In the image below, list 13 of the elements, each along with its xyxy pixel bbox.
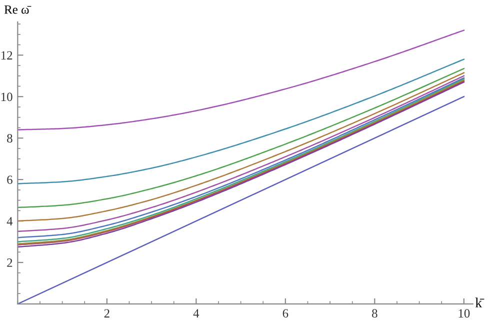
x-tick-label: 2 (104, 309, 110, 318)
x-tick-label: 6 (282, 309, 288, 318)
y-tick-label: 12 (1, 51, 12, 60)
y-tick-label: 8 (7, 134, 12, 143)
y-tick-label: 2 (7, 258, 12, 267)
y-axis-title: Re ω̄ (4, 5, 32, 14)
y-tick-label: 4 (6, 217, 13, 226)
y-tick-label: 10 (1, 92, 12, 102)
x-tick-label: 8 (372, 309, 378, 318)
x-tick-label: 10 (458, 309, 470, 318)
y-tick-label: 6 (7, 176, 12, 184)
x-tick-label: 4 (193, 309, 200, 318)
x-axis-title: k̄ (475, 298, 484, 308)
